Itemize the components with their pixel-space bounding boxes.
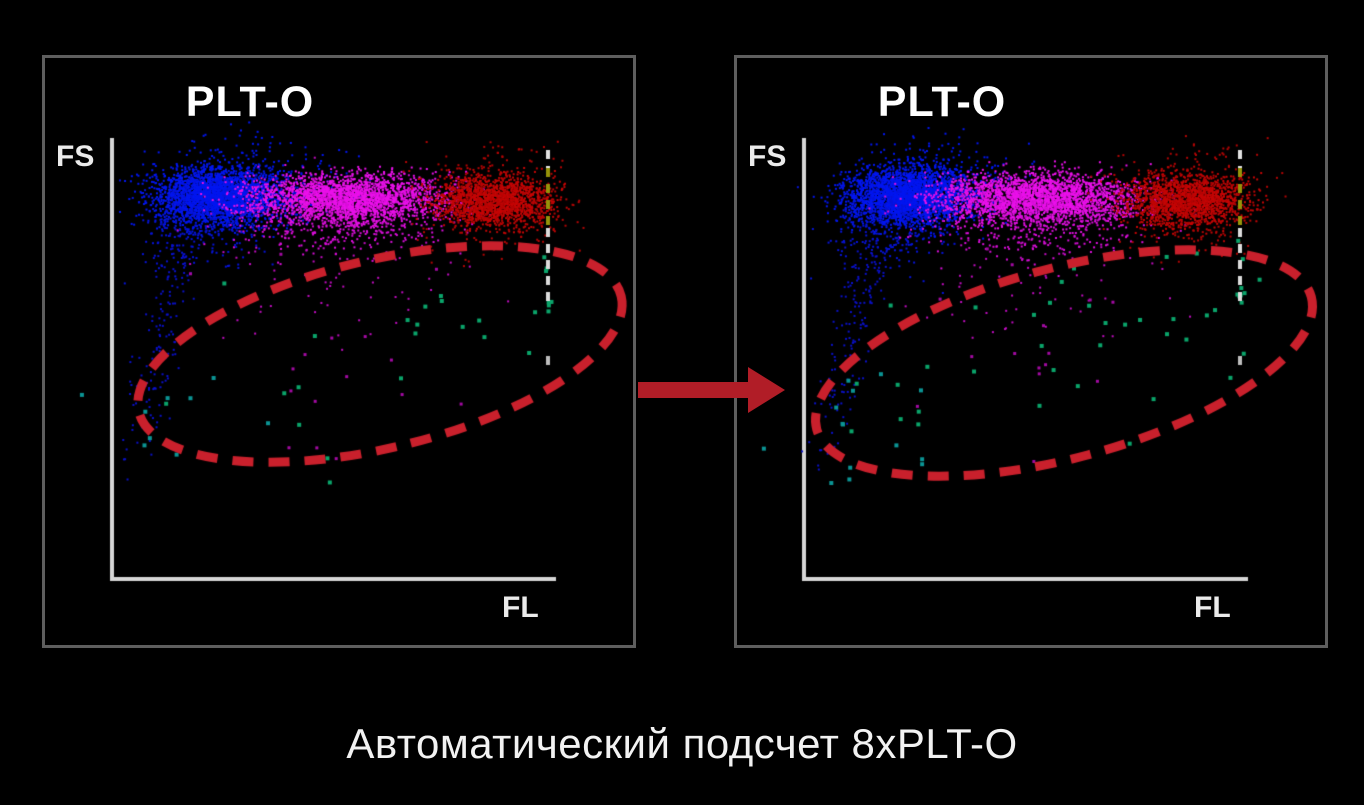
y-axis-label-fs: FS — [748, 140, 787, 173]
plot-title: PLT-O — [877, 78, 1007, 126]
x-axis-label-fl: FL — [502, 591, 539, 624]
y-axis-label-fs: FS — [56, 140, 95, 173]
plot-title: PLT-O — [185, 78, 315, 126]
scattergram-panel-after: PLT-O FS FL — [734, 55, 1328, 648]
figure-caption: Автоматический подсчет 8хPLT-O — [346, 720, 1018, 767]
scatter-plot-canvas-before — [45, 58, 633, 645]
scattergram-panel-before: PLT-O FS FL — [42, 55, 636, 648]
right-arrow-icon — [638, 367, 785, 413]
scatter-plot-canvas-after — [737, 58, 1325, 645]
x-axis-label-fl: FL — [1194, 591, 1231, 624]
right-arrow-shape — [638, 367, 785, 413]
